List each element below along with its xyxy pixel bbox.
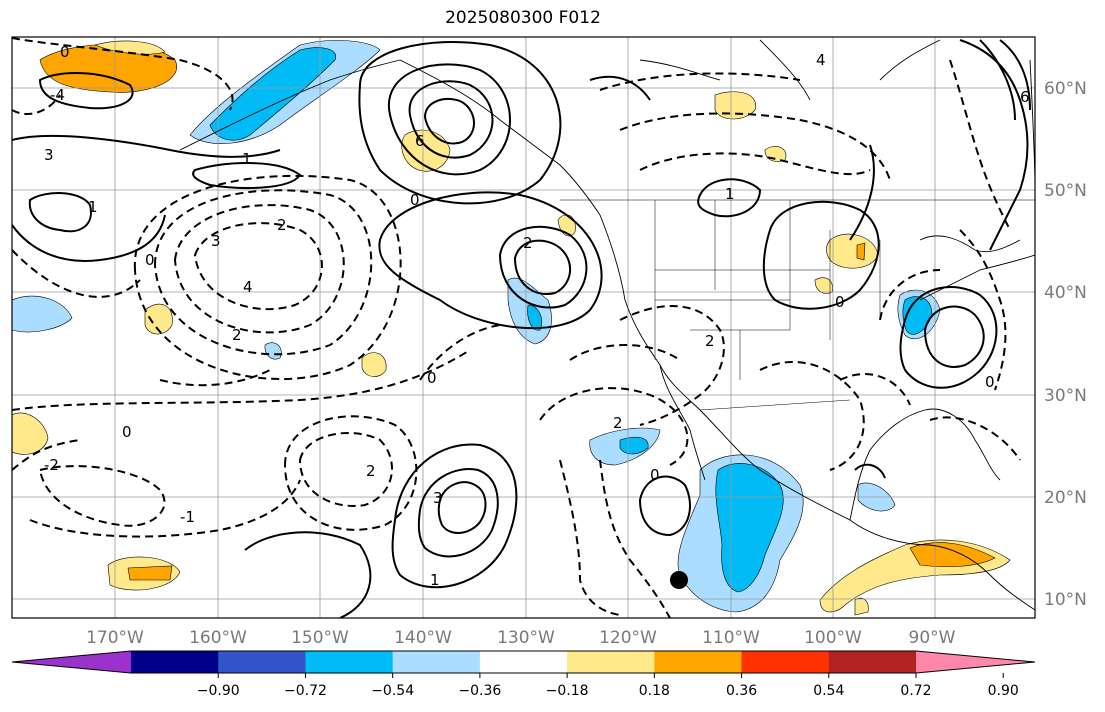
contour-label: 1: [725, 185, 735, 203]
contour-label: 3: [211, 232, 221, 250]
fill-yellow-canada: [714, 91, 756, 120]
map-title: 2025080300 F012: [445, 8, 601, 28]
colorbar-extend-min: [12, 651, 131, 673]
coastlines: [179, 39, 1035, 611]
colorbar-segment: [741, 651, 830, 673]
graticule-grid: [12, 37, 1035, 618]
lon-label: 150°W: [291, 628, 349, 648]
colorbar-tick-label: 0.18: [639, 683, 670, 699]
fill-yellow-plains: [826, 233, 879, 269]
lon-label: 160°W: [189, 628, 247, 648]
colorbar-tick-label: −0.54: [371, 683, 414, 699]
fill-yellow-hawaii-west: [12, 412, 49, 455]
contour-label: 0: [410, 191, 420, 209]
map-frame: [11, 36, 1036, 619]
lat-label: 50°N: [1044, 181, 1087, 201]
contour-label: 1: [430, 571, 440, 589]
colorbar-segment: [392, 651, 481, 673]
fill-cyan-mexico-pacific: [715, 463, 784, 593]
lat-label: 30°N: [1044, 386, 1087, 406]
positive-contours: [12, 39, 1031, 618]
fill-orange-pacific-south: [127, 565, 173, 581]
fill-yellow-pacific-south-2: [854, 597, 869, 616]
fill-cyan-baja: [619, 436, 649, 455]
colorbar-tick-label: 0.90: [988, 683, 1019, 699]
colorbar-segment: [131, 651, 219, 673]
contour-label: 2: [232, 326, 242, 344]
fill-cyan-gulf-alaska: [209, 47, 337, 141]
colorbar-segment: [305, 651, 394, 673]
contour-label: 0: [650, 466, 660, 484]
contour-label: -4: [50, 86, 65, 104]
contour-label: 4: [243, 278, 253, 296]
lat-label: 20°N: [1044, 488, 1087, 508]
fill-blue-pacific-west: [12, 295, 73, 333]
lat-label: 10°N: [1044, 590, 1087, 610]
contour-label: 2: [277, 216, 287, 234]
colorbar-tick-label: −0.90: [197, 683, 240, 699]
contour-label: 6: [1020, 88, 1030, 106]
contour-label: 0: [427, 369, 437, 387]
contour-label: 0: [122, 423, 132, 441]
fill-cyan-offshore-ca: [527, 304, 542, 331]
colorbar-extend-max: [916, 651, 1035, 673]
marker-dot: [670, 571, 688, 589]
lat-label: 40°N: [1044, 283, 1087, 303]
colorbar-tick-label: 0.36: [726, 683, 757, 699]
contour-label: -1: [180, 508, 195, 526]
fill-orange-plains: [856, 242, 866, 261]
shaded-anomaly-fills: [12, 40, 1011, 616]
lon-label: 90°W: [909, 628, 956, 648]
colorbar-segment: [479, 651, 568, 673]
contour-label: 0: [145, 251, 155, 269]
colorbar-segment: [828, 651, 917, 673]
contour-labels: 0 0 0 0 0 0 0 0 1 1 1 1 2 2 2 2 2 2 3 3 …: [44, 43, 1030, 589]
lon-label: 110°W: [702, 628, 760, 648]
colorbar-tick-label: 0.54: [813, 683, 844, 699]
lon-label: 130°W: [497, 628, 555, 648]
colorbar-tick-label: −0.18: [546, 683, 589, 699]
negative-contours: [12, 37, 1021, 618]
colorbar-segment: [567, 651, 655, 673]
contour-label: 1: [242, 150, 252, 168]
colorbar-tick-label: −0.36: [458, 683, 501, 699]
contour-label: 0: [985, 373, 995, 391]
contour-label: 0: [60, 43, 70, 61]
fill-yellow-pacific-2: [361, 352, 387, 377]
colorbar-segment: [654, 651, 743, 673]
colorbar: [11, 650, 1036, 674]
contour-label: 2: [523, 234, 533, 252]
fill-orange-central-america: [909, 542, 996, 568]
state-borders: [560, 199, 1035, 411]
contour-label: 4: [816, 51, 826, 69]
contour-label: -2: [44, 456, 59, 474]
contour-label: 2: [705, 332, 715, 350]
lat-label: 60°N: [1044, 79, 1087, 99]
contour-label: 6: [415, 132, 425, 150]
lon-label: 170°W: [86, 628, 144, 648]
contour-label: 3: [433, 489, 443, 507]
colorbar-segment: [218, 651, 306, 673]
contour-label: 1: [88, 198, 98, 216]
latitude-labels: 60°N 50°N 40°N 30°N 20°N 10°N: [1044, 79, 1087, 610]
colorbar-tick-label: 0.72: [900, 683, 931, 699]
colorbar-outline: [11, 650, 1036, 674]
contour-label: 3: [44, 146, 54, 164]
fill-yellow-pacific-1: [144, 303, 173, 335]
lon-label: 120°W: [599, 628, 657, 648]
contour-label: 2: [366, 462, 376, 480]
lon-label: 100°W: [804, 628, 862, 648]
longitude-labels: 170°W 160°W 150°W 140°W 130°W 120°W 110°…: [86, 628, 956, 648]
contour-label: 2: [613, 414, 623, 432]
lon-label: 140°W: [394, 628, 452, 648]
colorbar-tick-labels: −0.90 −0.72 −0.54 −0.36 −0.18 0.18 0.36 0.54 0.7…: [197, 673, 1019, 699]
colorbar-tick-label: −0.72: [284, 683, 327, 699]
contour-label: 0: [835, 293, 845, 311]
